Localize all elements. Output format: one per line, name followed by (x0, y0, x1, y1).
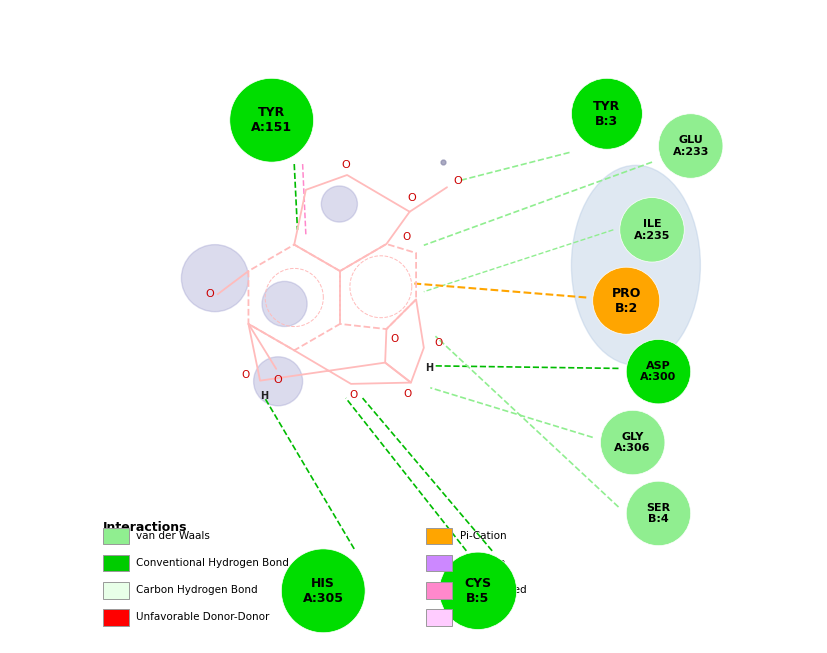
Circle shape (593, 267, 660, 334)
Circle shape (571, 78, 643, 150)
Text: Pi-Cation: Pi-Cation (460, 531, 507, 541)
Text: Pi-Sigma: Pi-Sigma (460, 558, 505, 568)
Text: H: H (425, 363, 433, 373)
Text: Interactions: Interactions (103, 521, 187, 534)
Text: CYS
B:5: CYS B:5 (465, 577, 491, 605)
Text: O: O (273, 375, 282, 385)
Text: TYR
A:151: TYR A:151 (251, 106, 292, 135)
Text: O: O (402, 232, 410, 242)
Text: Unfavorable Donor-Donor: Unfavorable Donor-Donor (136, 613, 270, 622)
Text: O: O (350, 390, 357, 400)
FancyBboxPatch shape (427, 609, 452, 626)
Text: Pi-Alkyl: Pi-Alkyl (460, 613, 497, 622)
Ellipse shape (571, 165, 700, 365)
Text: GLY
A:306: GLY A:306 (614, 432, 651, 453)
Text: O: O (453, 176, 461, 186)
Text: SER
B:4: SER B:4 (647, 503, 671, 524)
Ellipse shape (322, 186, 357, 222)
Circle shape (439, 552, 517, 629)
Text: O: O (408, 193, 417, 202)
Text: O: O (241, 370, 250, 381)
FancyBboxPatch shape (427, 554, 452, 571)
Text: PRO
B:2: PRO B:2 (611, 287, 641, 315)
Circle shape (626, 340, 691, 404)
Circle shape (600, 410, 665, 475)
FancyBboxPatch shape (427, 528, 452, 545)
Text: TYR
B:3: TYR B:3 (593, 100, 620, 128)
Text: H: H (260, 391, 268, 401)
Text: O: O (434, 338, 442, 347)
Text: O: O (205, 289, 214, 299)
Text: Pi-Pi Stacked: Pi-Pi Stacked (460, 585, 527, 595)
Circle shape (619, 198, 684, 262)
FancyBboxPatch shape (103, 582, 128, 599)
Text: HIS
A:305: HIS A:305 (303, 577, 344, 605)
FancyBboxPatch shape (427, 582, 452, 599)
Circle shape (281, 549, 366, 633)
Text: O: O (404, 389, 412, 399)
Ellipse shape (181, 245, 248, 311)
Circle shape (658, 114, 723, 178)
Text: O: O (390, 334, 399, 343)
FancyBboxPatch shape (103, 528, 128, 545)
Circle shape (230, 78, 313, 162)
Text: O: O (342, 160, 350, 170)
Text: Carbon Hydrogen Bond: Carbon Hydrogen Bond (136, 585, 258, 595)
Text: van der Waals: van der Waals (136, 531, 210, 541)
FancyBboxPatch shape (103, 554, 128, 571)
Text: ASP
A:300: ASP A:300 (640, 361, 676, 383)
Circle shape (626, 481, 691, 546)
Text: ILE
A:235: ILE A:235 (633, 219, 670, 240)
Ellipse shape (262, 281, 307, 326)
Text: Conventional Hydrogen Bond: Conventional Hydrogen Bond (136, 558, 289, 568)
Text: GLU
A:233: GLU A:233 (672, 135, 709, 157)
FancyBboxPatch shape (103, 609, 128, 626)
Ellipse shape (254, 357, 303, 406)
